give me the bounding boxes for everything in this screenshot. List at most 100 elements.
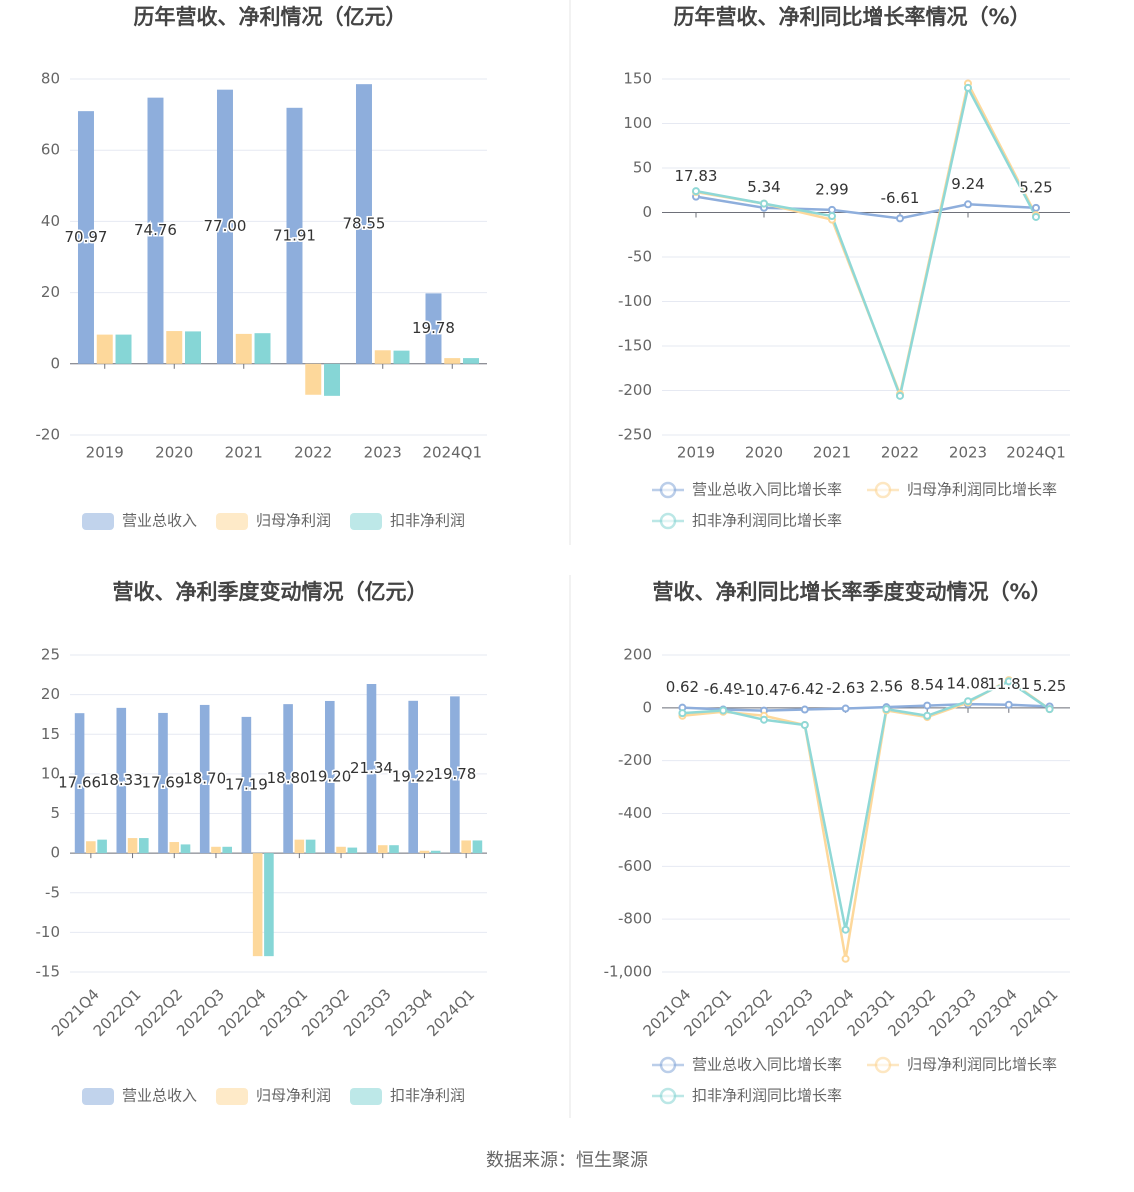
bar [127,838,138,854]
bar [97,839,107,854]
x-tick-label: 2021 [225,444,263,462]
legend-swatch [350,1088,382,1105]
bar [294,839,305,854]
point [964,83,972,92]
value-label: 78.55 [343,214,386,232]
y-tick-label: -15 [36,963,61,981]
value-label: 19.78 [412,319,455,337]
y-tick-label: -200 [618,751,652,769]
bar [252,853,263,957]
legend-label: 营业总收入同比增长率 [692,481,842,499]
bar [463,358,480,364]
value-label: 74.76 [134,221,177,239]
y-tick-label: -5 [45,883,60,901]
bar [430,850,441,854]
point [923,711,932,720]
line [682,679,1051,930]
y-tick-label: -600 [618,857,652,875]
value-label: -10.47 [740,681,788,699]
value-label: 19.20 [308,768,351,786]
point [923,701,932,710]
value-label: 8.54 [910,676,943,694]
y-tick-label: 15 [41,725,60,743]
point [1045,705,1054,714]
bar [180,844,191,854]
y-tick-label: 40 [41,212,60,230]
value-label: 17.19 [225,776,268,794]
bar [185,331,202,364]
point [896,214,904,223]
bar [347,847,358,854]
legend-label: 营业总收入 [122,512,197,530]
point [964,697,972,706]
value-label: 18.80 [267,769,310,787]
y-tick-label: -200 [618,381,652,399]
legend-label: 扣非净利润同比增长率 [692,1087,842,1105]
y-tick-label: 60 [41,141,60,159]
bar [115,334,132,364]
point [841,925,850,934]
legend-swatch [82,513,114,530]
value-label: -6.42 [785,680,824,698]
bar [374,350,391,364]
y-tick-label: 200 [623,646,652,664]
y-tick-label: -800 [618,910,652,928]
point [800,705,809,714]
legend-label: 扣非净利润 [390,1087,465,1105]
value-label: 2.99 [815,180,848,198]
value-label: 2.56 [870,678,903,696]
legend-label: 归母净利润 [256,512,331,530]
y-tick-label: -100 [618,292,652,310]
point [1032,212,1040,221]
y-tick-label: 5 [50,804,60,822]
chart-title: 营收、净利季度变动情况（亿元） [113,580,428,604]
bar [389,845,399,854]
y-tick-label: 0 [642,203,652,221]
x-tick-label: 2022 [881,444,919,462]
value-label: 5.25 [1033,677,1066,695]
y-tick-label: 25 [41,646,60,664]
x-tick-label: 2021 [813,444,851,462]
bar [166,331,183,364]
x-tick-label: 2020 [155,444,193,462]
bar [393,350,410,364]
y-tick-label: 50 [633,159,652,177]
bar [283,704,293,854]
point [828,212,836,221]
bar [324,363,341,396]
bar [444,358,461,364]
value-label: -2.63 [826,679,865,697]
value-label: 14.08 [947,675,990,693]
y-tick-label: -150 [618,337,652,355]
x-tick-label: 2022 [294,444,332,462]
bar [86,841,96,854]
point [1004,700,1013,709]
y-tick-label: 10 [41,764,60,782]
point [760,199,768,208]
bar [286,107,303,364]
value-label: 5.34 [747,178,780,196]
value-label: -6.49 [704,680,743,698]
y-tick-label: 0 [50,354,60,372]
bar [366,684,377,854]
source: 数据来源：恒生聚源 [486,1150,648,1171]
point [800,721,809,730]
y-tick-label: 0 [50,844,60,862]
value-label: 18.70 [183,770,226,788]
bar [377,845,388,854]
y-tick-label: 0 [642,698,652,716]
value-label: 70.97 [65,228,108,246]
x-tick-label: 2024Q1 [1006,444,1066,462]
bar [264,853,274,957]
value-label: 19.78 [433,765,476,783]
bar [222,846,233,854]
legend-swatch [350,513,382,530]
legend-label: 营业总收入 [122,1087,197,1105]
legend-swatch [659,1056,677,1074]
y-tick-label: -10 [36,923,61,941]
point [896,391,904,400]
point [1004,677,1013,686]
point [828,205,836,214]
bar [450,696,460,854]
bar [425,293,442,364]
